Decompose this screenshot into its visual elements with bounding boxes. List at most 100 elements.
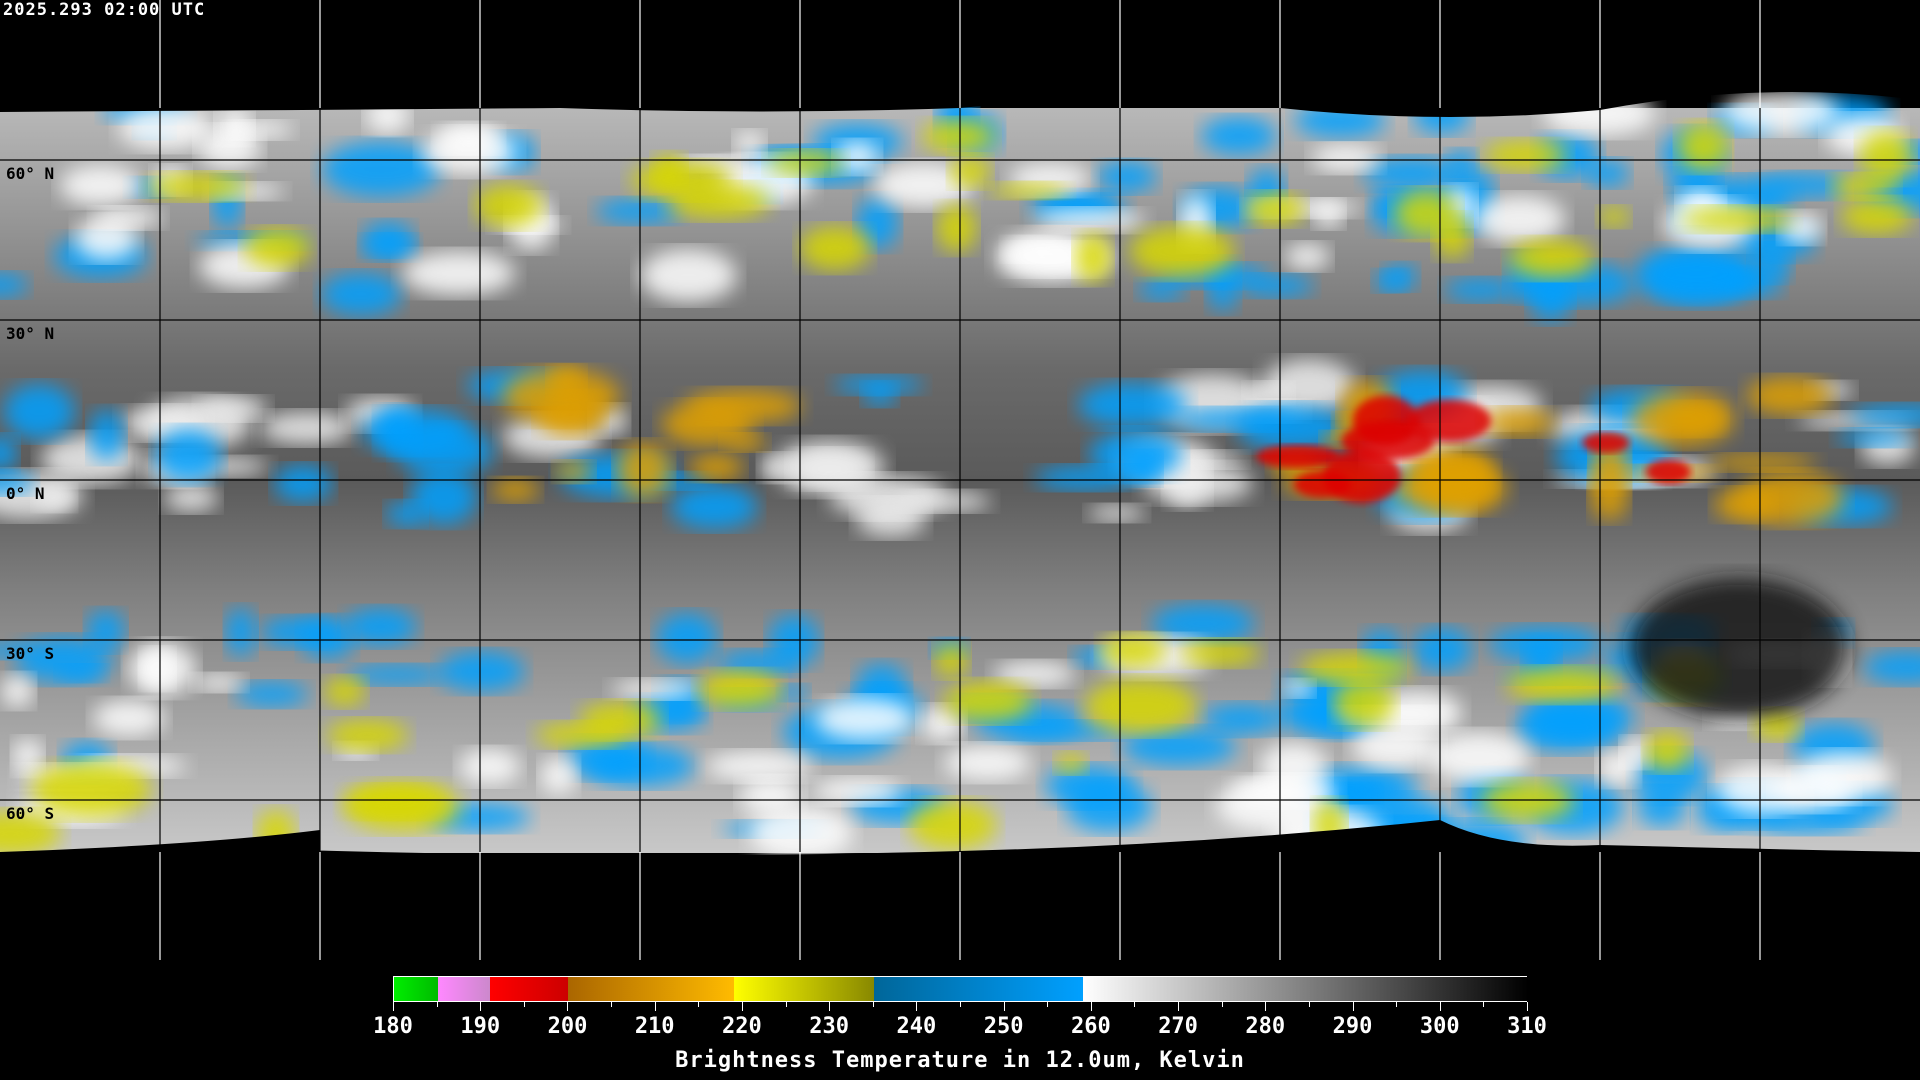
cloud-region xyxy=(1074,232,1112,283)
cloud-region xyxy=(1863,650,1920,684)
cloud-region xyxy=(31,761,152,818)
colorbar-tick xyxy=(393,1002,394,1011)
colorbar-tick xyxy=(785,1002,787,1007)
cloud-region xyxy=(1151,603,1255,644)
cloud-region xyxy=(323,676,366,707)
colorbar-tick xyxy=(1527,1002,1528,1011)
cloud-region xyxy=(610,679,699,700)
cloud-region xyxy=(1055,752,1087,774)
cloud-region xyxy=(1598,749,1639,786)
cloud-region xyxy=(1632,391,1735,446)
cloud-region xyxy=(656,612,718,664)
colorbar-tick xyxy=(960,1002,961,1007)
cloud-region xyxy=(326,719,409,752)
cloud-region xyxy=(1373,269,1407,292)
cloud-region xyxy=(943,680,1033,722)
cloud-region xyxy=(1034,208,1146,232)
cloud-region xyxy=(410,469,478,525)
cloud-region xyxy=(1246,382,1292,406)
cloud-region xyxy=(438,650,525,692)
cloud-region xyxy=(1215,780,1328,832)
cloud-region xyxy=(3,383,75,440)
cloud-region xyxy=(0,435,18,471)
cloud-region xyxy=(127,641,197,696)
cloud-region xyxy=(362,221,415,256)
cloud-region xyxy=(813,778,902,805)
cloud-region xyxy=(1444,277,1518,302)
colorbar-tick xyxy=(916,1002,918,1011)
colorbar-tick xyxy=(1352,1002,1354,1011)
cloud-region xyxy=(873,162,974,209)
cloud-region xyxy=(717,650,801,676)
colorbar-segment xyxy=(394,977,438,1001)
cloud-region xyxy=(1752,709,1801,740)
colorbar-tick-label: 280 xyxy=(1245,1014,1286,1039)
cloud-region xyxy=(1585,159,1630,188)
lat-label-30s: 30° S xyxy=(6,644,55,663)
cloud-region xyxy=(595,198,682,224)
cloud-region xyxy=(1707,453,1818,472)
cloud-region xyxy=(748,805,853,861)
cloud-region xyxy=(0,674,35,708)
cloud-region xyxy=(936,203,977,253)
cloud-region xyxy=(1859,130,1913,182)
colorbar-tick xyxy=(829,1002,831,1011)
cloud-region xyxy=(1635,246,1756,301)
colorbar-tick xyxy=(523,1002,525,1007)
cloud-region xyxy=(1259,742,1327,792)
cloud-region xyxy=(855,498,927,537)
colorbar-tick xyxy=(480,1002,482,1011)
cloud-region xyxy=(1202,703,1282,735)
colorbar-tick-label: 260 xyxy=(1070,1014,1111,1039)
cloud-region xyxy=(474,184,543,228)
cloud-region xyxy=(1582,432,1630,453)
cloud-region xyxy=(759,454,795,482)
cloud-region xyxy=(320,272,402,316)
cloud-region xyxy=(1085,678,1197,734)
cloud-region xyxy=(1748,806,1865,834)
cloud-region xyxy=(155,428,222,482)
cloud-region xyxy=(1716,764,1806,814)
cloud-region xyxy=(1096,160,1157,193)
cloud-region xyxy=(57,664,106,682)
cloud-region xyxy=(1165,455,1210,507)
cloud-region xyxy=(1757,172,1851,199)
cloud-region xyxy=(734,130,765,156)
cloud-region xyxy=(1412,627,1473,672)
satellite-map: 2025.293 02:00 UTC 60° N 30° N 0° N 30° … xyxy=(0,0,1920,960)
cloud-region xyxy=(722,433,768,452)
cloud-region xyxy=(88,409,125,461)
cloud-region xyxy=(1236,404,1347,451)
cloud-region xyxy=(540,756,578,796)
cloud-region xyxy=(1283,243,1331,271)
colorbar-tick-label: 240 xyxy=(896,1014,937,1039)
colorbar-segment xyxy=(568,977,735,1001)
cloud-region xyxy=(0,272,29,298)
colorbar-tick xyxy=(1439,1002,1441,1011)
colorbar-tick-label: 270 xyxy=(1158,1014,1198,1039)
cloud-region xyxy=(12,738,43,775)
cloud-region xyxy=(1180,639,1261,667)
cloud-region xyxy=(225,607,256,657)
cloud-region xyxy=(698,670,781,708)
cloud-region xyxy=(118,106,214,151)
cloud-region xyxy=(1256,444,1340,468)
colorbar-segment xyxy=(873,977,1084,1001)
cloud-region xyxy=(993,661,1076,687)
cloud-region xyxy=(1089,430,1181,480)
colorbar-tick xyxy=(1178,1002,1180,1011)
cloud-region xyxy=(0,470,34,495)
cloud-region xyxy=(616,442,671,498)
brightness-temperature-image xyxy=(0,0,1920,960)
cloud-region xyxy=(1201,116,1277,155)
colorbar-tick xyxy=(1265,1002,1267,1011)
cloud-region xyxy=(260,616,334,648)
cloud-region xyxy=(1245,192,1304,226)
cloud-region xyxy=(922,119,995,154)
cloud-region xyxy=(396,425,493,477)
cloud-region xyxy=(768,150,844,176)
colorbar-tick xyxy=(654,1002,656,1011)
cloud-region xyxy=(1100,633,1166,667)
cloud-region xyxy=(1410,446,1495,496)
cloud-region xyxy=(661,401,755,447)
